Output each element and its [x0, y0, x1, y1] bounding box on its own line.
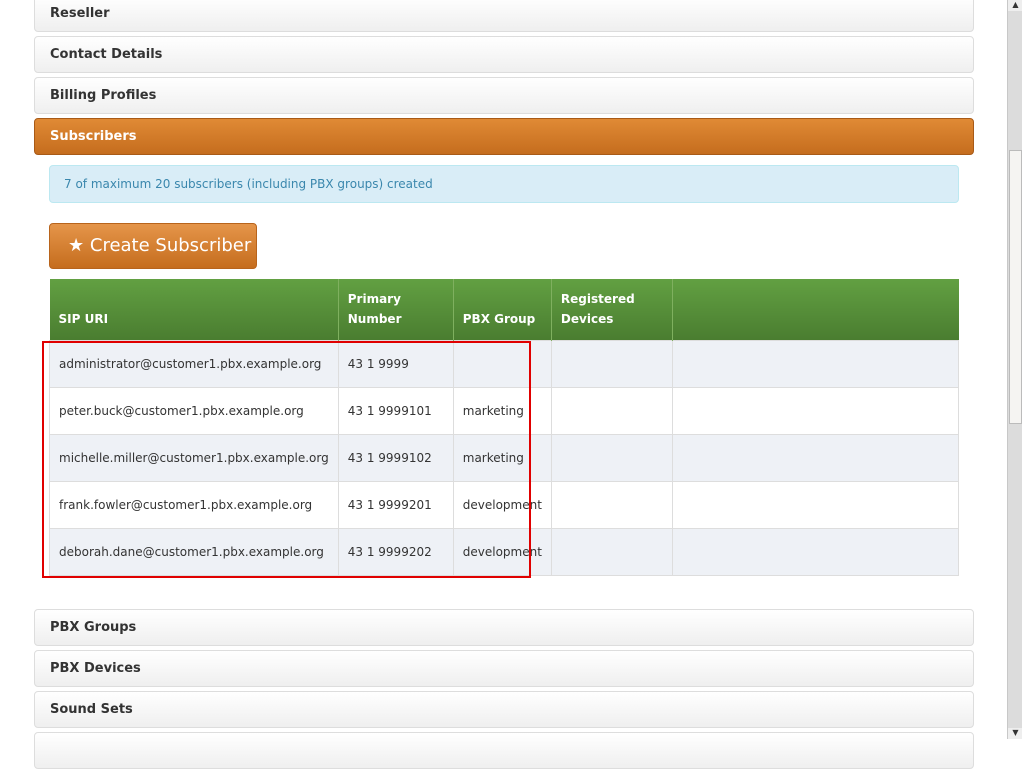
- pbx-group-cell: marketing: [452, 386, 552, 434]
- sip-uri-cell: administrator@customer1.pbx.example.org: [49, 339, 339, 387]
- section-sound-sets[interactable]: Sound Sets: [34, 691, 974, 728]
- star-icon: ★: [68, 235, 85, 256]
- primary-number-cell: 43 1 9999102: [337, 433, 454, 481]
- section-subscribers[interactable]: Subscribers: [34, 118, 974, 155]
- section-billing-profiles[interactable]: Billing Profiles: [34, 77, 974, 114]
- section-next[interactable]: [34, 732, 974, 769]
- pbx-group-cell: development: [452, 527, 552, 576]
- table-row[interactable]: peter.buck@customer1.pbx.example.org 43 1…: [49, 386, 960, 434]
- subscriber-count-info: 7 of maximum 20 subscribers (including P…: [49, 165, 959, 203]
- scroll-down-icon[interactable]: ▼: [1008, 728, 1022, 739]
- actions-cell: [671, 339, 960, 387]
- col-sip-uri[interactable]: SIP URI: [49, 279, 339, 340]
- actions-cell: [671, 527, 960, 576]
- registered-devices-cell: [550, 527, 673, 576]
- col-primary-number[interactable]: Primary Number: [337, 279, 454, 340]
- table-row[interactable]: michelle.miller@customer1.pbx.example.or…: [49, 433, 960, 481]
- primary-number-cell: 43 1 9999201: [337, 480, 454, 528]
- create-subscriber-label: Create Subscriber: [89, 235, 252, 256]
- pbx-group-cell: marketing: [452, 433, 552, 481]
- registered-devices-cell: [550, 386, 673, 434]
- create-subscriber-button[interactable]: ★ Create Subscriber: [49, 223, 257, 269]
- sip-uri-cell: deborah.dane@customer1.pbx.example.org: [49, 527, 339, 576]
- actions-cell: [671, 386, 960, 434]
- col-registered-devices[interactable]: Registered Devices: [550, 279, 673, 340]
- section-pbx-devices[interactable]: PBX Devices: [34, 650, 974, 687]
- primary-number-cell: 43 1 9999101: [337, 386, 454, 434]
- col-actions: [671, 279, 959, 340]
- sip-uri-cell: michelle.miller@customer1.pbx.example.or…: [49, 433, 339, 481]
- pbx-group-cell: development: [452, 480, 552, 528]
- pbx-group-cell: [452, 339, 552, 387]
- primary-number-cell: 43 1 9999: [337, 339, 454, 387]
- scroll-up-icon[interactable]: ▲: [1008, 0, 1022, 11]
- table-row[interactable]: administrator@customer1.pbx.example.org 4…: [49, 339, 960, 387]
- scrollbar[interactable]: ▲ ▼: [1007, 0, 1022, 739]
- scrollbar-thumb[interactable]: [1009, 150, 1022, 424]
- highlight-box: [42, 341, 531, 578]
- registered-devices-cell: [550, 480, 673, 528]
- sip-uri-cell: peter.buck@customer1.pbx.example.org: [49, 386, 339, 434]
- primary-number-cell: 43 1 9999202: [337, 527, 454, 576]
- subscribers-table: SIP URI Primary Number PBX Group Registe…: [49, 279, 960, 576]
- table-row[interactable]: deborah.dane@customer1.pbx.example.org 43…: [49, 527, 960, 576]
- table-row[interactable]: frank.fowler@customer1.pbx.example.org 43…: [49, 480, 960, 528]
- section-pbx-groups[interactable]: PBX Groups: [34, 609, 974, 646]
- section-reseller[interactable]: Reseller: [34, 0, 974, 32]
- sip-uri-cell: frank.fowler@customer1.pbx.example.org: [49, 480, 339, 528]
- col-pbx-group[interactable]: PBX Group: [452, 279, 552, 340]
- registered-devices-cell: [550, 339, 673, 387]
- actions-cell: [671, 433, 960, 481]
- section-contact-details[interactable]: Contact Details: [34, 36, 974, 73]
- actions-cell: [671, 480, 960, 528]
- registered-devices-cell: [550, 433, 673, 481]
